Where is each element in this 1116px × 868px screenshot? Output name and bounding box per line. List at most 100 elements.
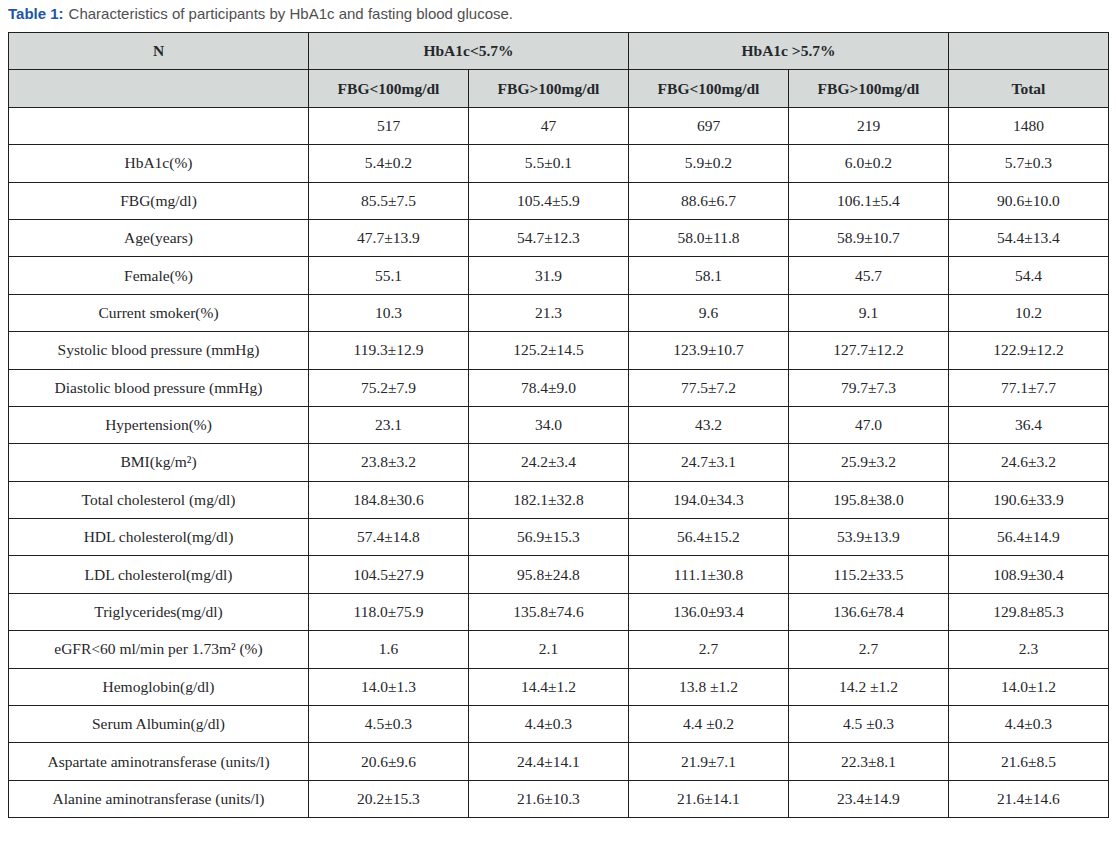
table-cell: 56.4±14.9: [949, 519, 1109, 556]
header-row-subgroups: FBG<100mg/dl FBG>100mg/dl FBG<100mg/dl F…: [9, 70, 1109, 107]
table-cell: 58.1: [629, 257, 789, 294]
column-header-fbg-high-1: FBG>100mg/dl: [469, 70, 629, 107]
row-label: Total cholesterol (mg/dl): [9, 481, 309, 518]
table-row: Current smoker(%)10.321.39.69.110.2: [9, 294, 1109, 331]
table-row: HbA1c(%)5.4±0.25.5±0.15.9±0.26.0±0.25.7±…: [9, 145, 1109, 182]
table-cell: 23.1: [309, 406, 469, 443]
table-cell: 106.1±5.4: [789, 182, 949, 219]
table-cell: 78.4±9.0: [469, 369, 629, 406]
table-row: Aspartate aminotransferase (units/l)20.6…: [9, 743, 1109, 780]
table-cell: 2.1: [469, 631, 629, 668]
table-cell: 95.8±24.8: [469, 556, 629, 593]
table-cell: 136.6±78.4: [789, 593, 949, 630]
table-cell: 135.8±74.6: [469, 593, 629, 630]
table-cell: 127.7±12.2: [789, 332, 949, 369]
table-cell: 2.7: [789, 631, 949, 668]
column-header-hba1c-high-group: HbA1c >5.7%: [629, 33, 949, 70]
table-cell: 55.1: [309, 257, 469, 294]
row-label: eGFR<60 ml/min per 1.73m² (%): [9, 631, 309, 668]
table-cell: 111.1±30.8: [629, 556, 789, 593]
table-caption-text: Characteristics of participants by HbA1c…: [69, 5, 513, 22]
row-label: Current smoker(%): [9, 294, 309, 331]
table-cell: 77.1±7.7: [949, 369, 1109, 406]
table-cell: 1.6: [309, 631, 469, 668]
table-cell: 24.7±3.1: [629, 444, 789, 481]
table-cell: 13.8 ±1.2: [629, 668, 789, 705]
table-row: Diastolic blood pressure (mmHg)75.2±7.97…: [9, 369, 1109, 406]
table-row: FBG(mg/dl)85.5±7.5105.4±5.988.6±6.7106.1…: [9, 182, 1109, 219]
table-cell: 47.0: [789, 406, 949, 443]
table-cell: 219: [789, 107, 949, 144]
column-header-fbg-low-2: FBG<100mg/dl: [629, 70, 789, 107]
table-cell: 190.6±33.9: [949, 481, 1109, 518]
table-cell: 10.2: [949, 294, 1109, 331]
table-cell: 14.0±1.3: [309, 668, 469, 705]
table-cell: 9.6: [629, 294, 789, 331]
table-cell: 56.4±15.2: [629, 519, 789, 556]
table-cell: 2.3: [949, 631, 1109, 668]
table-cell: 4.5±0.3: [309, 706, 469, 743]
table-row: Systolic blood pressure (mmHg)119.3±12.9…: [9, 332, 1109, 369]
table-row: Age(years)47.7±13.954.7±12.358.0±11.858.…: [9, 219, 1109, 256]
table-cell: 24.6±3.2: [949, 444, 1109, 481]
table-cell: 88.6±6.7: [629, 182, 789, 219]
table-body: 517476972191480HbA1c(%)5.4±0.25.5±0.15.9…: [9, 107, 1109, 817]
row-label: Hemoglobin(g/dl): [9, 668, 309, 705]
table-cell: 54.7±12.3: [469, 219, 629, 256]
table-cell: 24.4±14.1: [469, 743, 629, 780]
table-cell: 122.9±12.2: [949, 332, 1109, 369]
row-label: HDL cholesterol(mg/dl): [9, 519, 309, 556]
table-cell: 21.6±10.3: [469, 780, 629, 817]
table-cell: 5.9±0.2: [629, 145, 789, 182]
table-row: Total cholesterol (mg/dl)184.8±30.6182.1…: [9, 481, 1109, 518]
table-cell: 58.0±11.8: [629, 219, 789, 256]
table-row: Serum Albumin(g/dl)4.5±0.34.4±0.34.4 ±0.…: [9, 706, 1109, 743]
table-cell: 56.9±15.3: [469, 519, 629, 556]
table-row: LDL cholesterol(mg/dl)104.5±27.995.8±24.…: [9, 556, 1109, 593]
table-caption-label: Table 1:: [8, 5, 64, 22]
column-header-fbg-low-1: FBG<100mg/dl: [309, 70, 469, 107]
table-cell: 194.0±34.3: [629, 481, 789, 518]
table-caption: Table 1: Characteristics of participants …: [8, 4, 1108, 24]
header-row-groups: N HbA1c<5.7% HbA1c >5.7%: [9, 33, 1109, 70]
row-label: Age(years): [9, 219, 309, 256]
row-label: Triglycerides(mg/dl): [9, 593, 309, 630]
table-cell: 184.8±30.6: [309, 481, 469, 518]
table-cell: 1480: [949, 107, 1109, 144]
table-cell: 36.4: [949, 406, 1109, 443]
row-label: Systolic blood pressure (mmHg): [9, 332, 309, 369]
table-cell: 14.0±1.2: [949, 668, 1109, 705]
row-label: Aspartate aminotransferase (units/l): [9, 743, 309, 780]
table-cell: 24.2±3.4: [469, 444, 629, 481]
table-cell: 20.6±9.6: [309, 743, 469, 780]
table-cell: 43.2: [629, 406, 789, 443]
table-row: eGFR<60 ml/min per 1.73m² (%)1.62.12.72.…: [9, 631, 1109, 668]
table-cell: 123.9±10.7: [629, 332, 789, 369]
table-cell: 697: [629, 107, 789, 144]
table-cell: 21.6±14.1: [629, 780, 789, 817]
table-cell: 4.5 ±0.3: [789, 706, 949, 743]
row-label: Serum Albumin(g/dl): [9, 706, 309, 743]
column-header-fbg-high-2: FBG>100mg/dl: [789, 70, 949, 107]
table-row: Alanine aminotransferase (units/l)20.2±1…: [9, 780, 1109, 817]
table-cell: 79.7±7.3: [789, 369, 949, 406]
table-cell: 5.4±0.2: [309, 145, 469, 182]
table-cell: 195.8±38.0: [789, 481, 949, 518]
table-cell: 21.6±8.5: [949, 743, 1109, 780]
table-cell: 23.4±14.9: [789, 780, 949, 817]
table-cell: 2.7: [629, 631, 789, 668]
table-cell: 25.9±3.2: [789, 444, 949, 481]
table-cell: 136.0±93.4: [629, 593, 789, 630]
table-cell: 9.1: [789, 294, 949, 331]
row-label: LDL cholesterol(mg/dl): [9, 556, 309, 593]
row-label: FBG(mg/dl): [9, 182, 309, 219]
table-cell: 104.5±27.9: [309, 556, 469, 593]
column-header-blank: [9, 70, 309, 107]
table-cell: 85.5±7.5: [309, 182, 469, 219]
table-row: Hemoglobin(g/dl)14.0±1.314.4±1.213.8 ±1.…: [9, 668, 1109, 705]
table-cell: 129.8±85.3: [949, 593, 1109, 630]
table-cell: 22.3±8.1: [789, 743, 949, 780]
table-cell: 115.2±33.5: [789, 556, 949, 593]
table-cell: 4.4±0.3: [949, 706, 1109, 743]
table-row: Female(%)55.131.958.145.754.4: [9, 257, 1109, 294]
